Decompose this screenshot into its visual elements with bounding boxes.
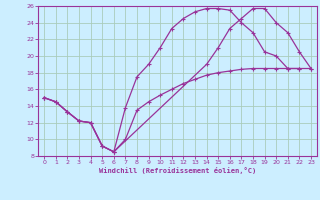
X-axis label: Windchill (Refroidissement éolien,°C): Windchill (Refroidissement éolien,°C) xyxy=(99,167,256,174)
